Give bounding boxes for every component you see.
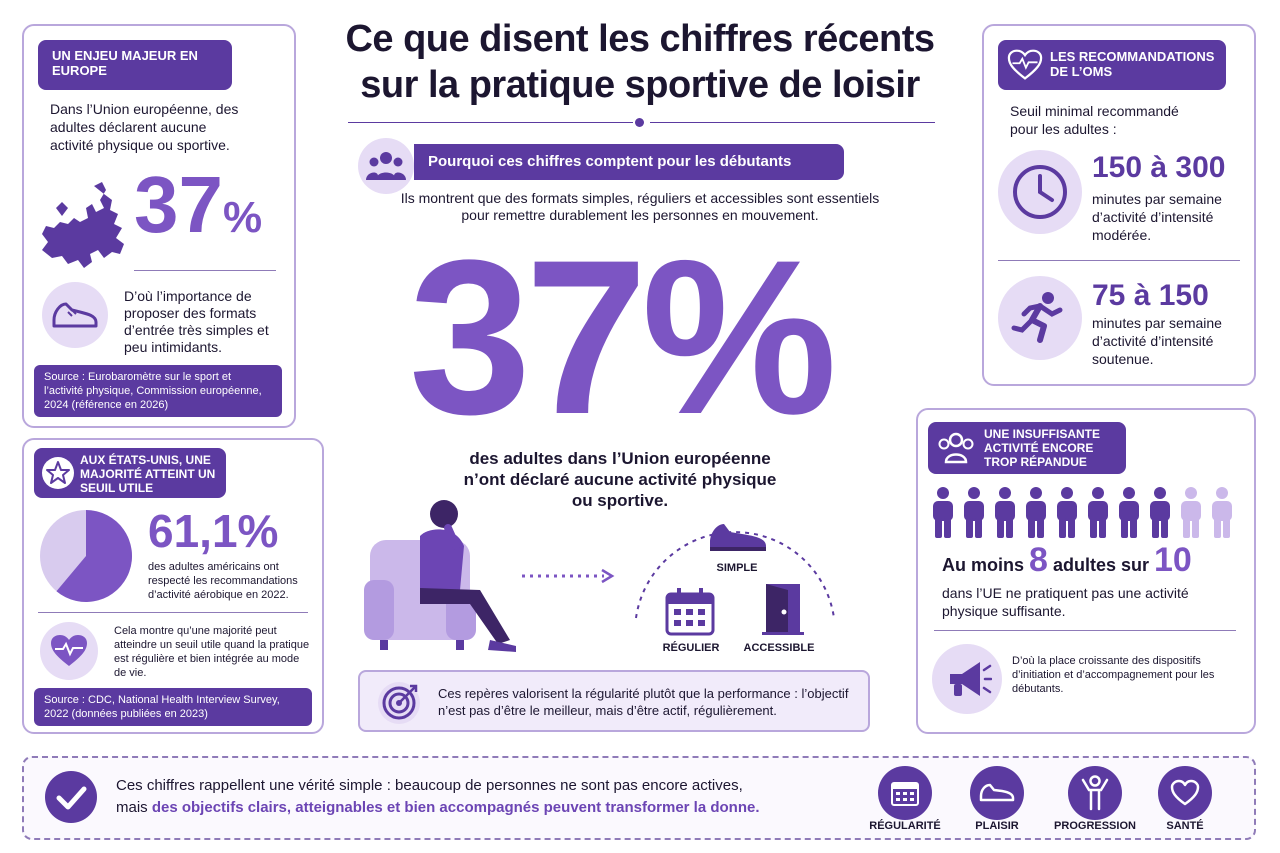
title-line-1: Ce que disent les chiffres récents: [345, 18, 935, 60]
center-callout-text: Ces repères valorisent la régularité plu…: [438, 686, 849, 718]
sneaker-icon: [710, 524, 766, 551]
person-icon-inactive: [933, 487, 953, 538]
footer-label-health: SANTÉ: [1166, 820, 1204, 832]
europe-stat: 37%: [134, 160, 262, 263]
who-card-heading: LES RECOMMANDATIONS DE L’OMS: [998, 40, 1226, 90]
shoe-icon: [52, 302, 98, 328]
usa-card-note: Cela montre qu’une majorité peut atteind…: [114, 625, 310, 679]
footer-label-progression: PROGRESSION: [1054, 820, 1136, 832]
center-callout: [358, 670, 870, 732]
europe-stat-unit: %: [222, 193, 263, 242]
who-vigorous-range: 75 à 150: [1092, 279, 1209, 312]
footer-highlight: des objectifs clairs, atteignables et bi…: [151, 799, 760, 816]
europe-card-note: D’où l’importance de proposer des format…: [124, 288, 269, 355]
person-arms-up-icon: [1081, 775, 1109, 811]
person-icon-inactive: [964, 487, 984, 538]
megaphone-icon: [950, 662, 992, 696]
insufficient-headline: Au moins 8 adultes sur 10: [942, 540, 1242, 585]
usa-stat: 61,1%: [148, 505, 279, 557]
calendar-icon: [891, 782, 919, 806]
community-icon-bg: [358, 138, 414, 194]
usa-pie-chart: [40, 510, 133, 602]
europe-shoe-icon-bg: [42, 282, 108, 348]
person-icon-inactive: [1150, 487, 1170, 538]
footer-label-regularity: RÉGULARITÉ: [869, 820, 941, 832]
who-divider: [998, 260, 1240, 261]
heart-pulse-icon: [1007, 49, 1043, 80]
headline-num-b: 10: [1154, 541, 1192, 579]
footer-line-1: Ces chiffres rappellent une vérité simpl…: [116, 777, 743, 794]
person-icon-inactive: [995, 487, 1015, 538]
center-banner: Pourquoi ces chiffres comptent pour les …: [414, 144, 844, 180]
person-icon-active: [1181, 487, 1201, 538]
footer-icon-health: [1158, 766, 1212, 820]
door-icon: [762, 584, 804, 635]
footer-prefix: mais: [116, 799, 152, 816]
footer-box: [22, 756, 1256, 840]
who-moderate-range: 150 à 300: [1092, 151, 1226, 184]
person-icon-inactive: [1026, 487, 1046, 538]
europe-card-text: Dans l’Union européenne, des adultes déc…: [50, 101, 239, 153]
person-icon-inactive: [1057, 487, 1077, 538]
target-icon: [378, 682, 420, 724]
star-icon: [42, 457, 74, 489]
europe-card-source: Source : Eurobaromètre sur le sport et l…: [34, 365, 282, 417]
usa-divider: [38, 612, 308, 613]
headline-num-a: 8: [1029, 541, 1048, 579]
person-icon-active: [1212, 487, 1232, 538]
seated-person-illustration: [364, 500, 516, 652]
check-circle-icon: [45, 771, 97, 823]
headline-prefix: Au moins: [942, 555, 1025, 575]
center-big-text: des adultes dans l’Union européenne n’on…: [463, 449, 777, 510]
dashed-arc: [635, 531, 835, 619]
who-card-intro: Seuil minimal recommandé pour les adulte…: [1010, 103, 1179, 137]
clock-icon: [1013, 165, 1067, 219]
label-regular: RÉGULIER: [662, 642, 720, 654]
group-icon: [938, 432, 974, 464]
europe-map-icon: [42, 182, 124, 268]
insufficient-text: dans l’UE ne pratiquent pas une activité…: [942, 585, 1189, 619]
pie-slice-compliant: [56, 510, 133, 602]
headline-middle: adultes sur: [1052, 555, 1149, 575]
community-icon: [366, 152, 406, 180]
title-divider: [650, 122, 935, 123]
who-vigorous-text: minutes par semaine d’activité d’intensi…: [1092, 315, 1222, 367]
footer-label-pleasure: PLAISIR: [975, 820, 1019, 832]
usa-card-text: des adultes américains ont respecté les …: [148, 561, 298, 601]
shoe-icon: [979, 783, 1015, 802]
label-accessible: ACCESSIBLE: [743, 642, 815, 654]
footer-icon-progression: [1068, 766, 1122, 820]
arrow-icon: [522, 568, 615, 584]
title-divider-dot: [635, 118, 644, 127]
heart-icon: [1170, 779, 1200, 806]
person-icon-inactive: [1088, 487, 1108, 538]
footer-icon-pleasure: [970, 766, 1024, 820]
europe-card-heading: UN ENJEU MAJEUR EN EUROPE: [38, 40, 232, 90]
center-big-stat: 37%: [408, 214, 837, 460]
who-moderate-text: minutes par semaine d’activité d’intensi…: [1092, 191, 1222, 243]
label-simple: SIMPLE: [716, 562, 758, 574]
person-icon-inactive: [1119, 487, 1139, 538]
insufficient-divider: [934, 630, 1236, 631]
people-row: [930, 486, 1250, 542]
calendar-icon: [665, 588, 715, 636]
runner-icon-bg: [998, 276, 1082, 360]
title-divider: [348, 122, 633, 123]
footer-line-2: mais des objectifs clairs, atteignables …: [116, 797, 836, 819]
runner-icon: [1011, 292, 1063, 343]
heart-pulse-icon: [51, 635, 87, 666]
insufficient-note: D’où la place croissante des dispositifs…: [1012, 655, 1215, 695]
europe-divider: [134, 270, 276, 271]
insufficient-card-heading: UNE INSUFFISANTE ACTIVITÉ ENCORE TROP RÉ…: [928, 422, 1126, 474]
center-intro: Ils montrent que des formats simples, ré…: [400, 190, 880, 223]
title-line-2: sur la pratique sportive de loisir: [360, 64, 920, 106]
usa-card-source: Source : CDC, National Health Interview …: [34, 688, 312, 726]
europe-stat-value: 37: [134, 160, 223, 249]
footer-text: Ces chiffres rappellent une vérité simpl…: [116, 775, 836, 819]
page-title: Ce que disent les chiffres récents sur l…: [330, 16, 950, 108]
